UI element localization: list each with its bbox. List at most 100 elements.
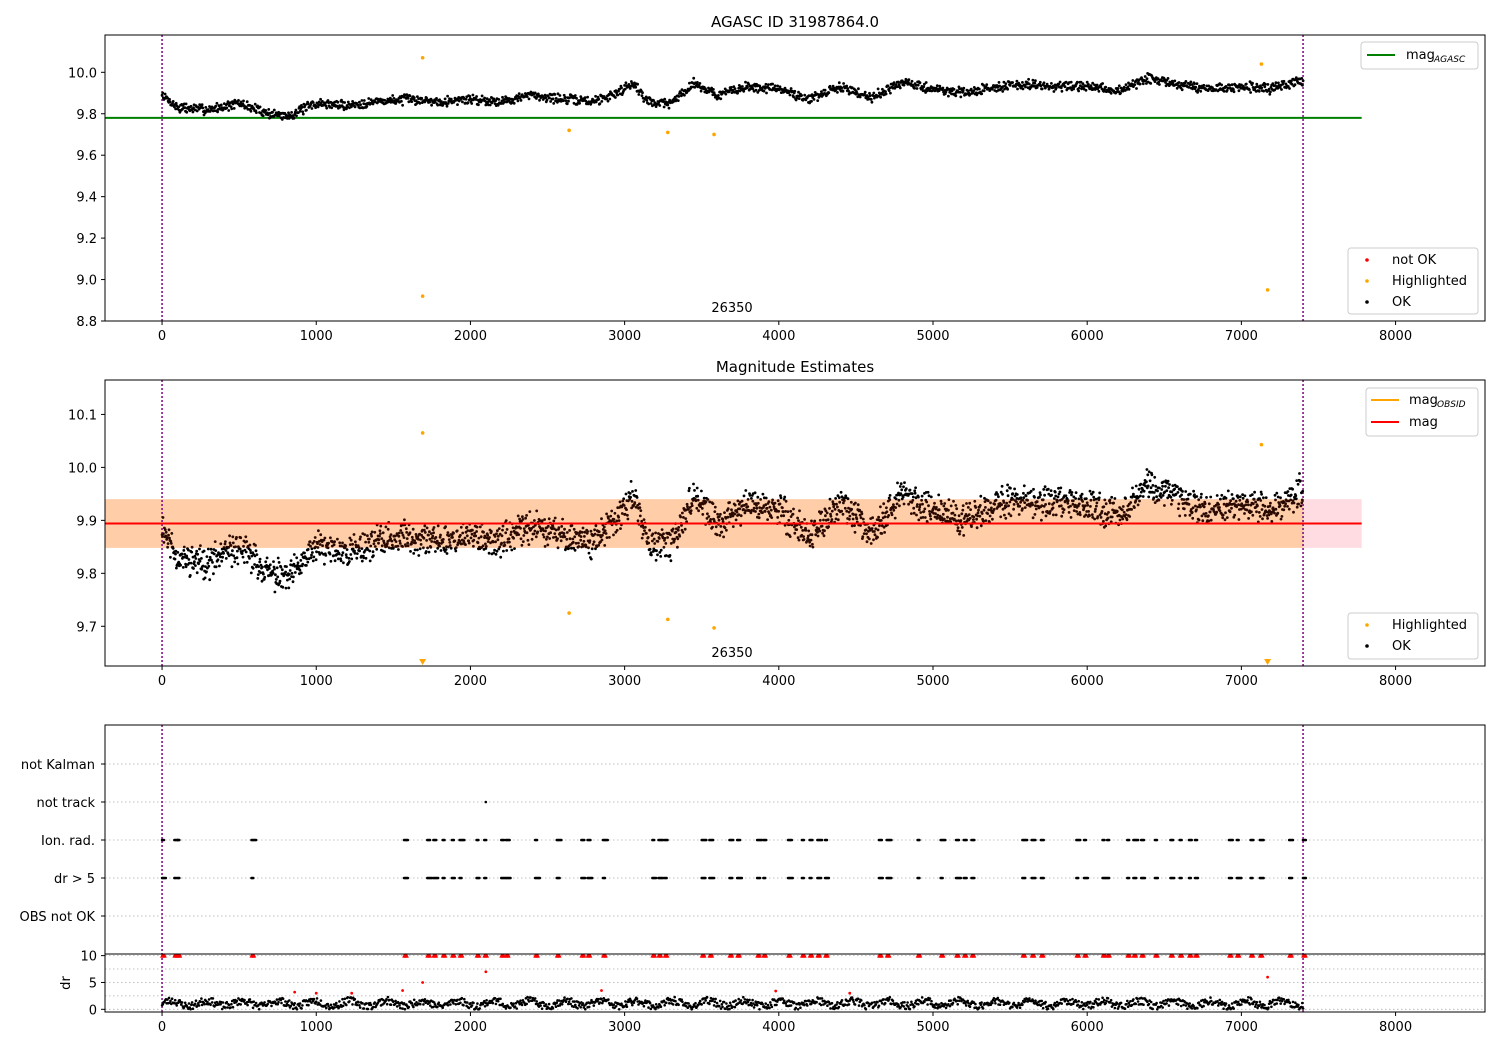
ok-point <box>1229 499 1232 503</box>
ok-point <box>1033 81 1037 85</box>
ok-point <box>1192 489 1195 493</box>
ok-point <box>696 494 700 498</box>
ok-point <box>435 97 438 100</box>
ok-point <box>597 543 601 547</box>
ok-point <box>783 495 787 499</box>
ok-point <box>618 500 622 504</box>
ok-point <box>711 502 715 505</box>
ok-point <box>921 516 925 519</box>
ok-point <box>1023 501 1027 504</box>
ok-point <box>1100 510 1104 513</box>
ok-point <box>1288 87 1291 90</box>
ok-point <box>962 517 966 520</box>
ok-point <box>861 535 865 539</box>
ok-point <box>885 506 888 510</box>
ok-point <box>1062 508 1066 511</box>
ok-point <box>1183 514 1187 517</box>
ok-point <box>230 107 234 111</box>
ok-point <box>676 537 680 541</box>
ok-point <box>879 519 883 522</box>
ok-point <box>1174 492 1178 496</box>
legend-marker <box>1365 258 1369 262</box>
flag-point <box>1076 876 1080 880</box>
ok-point <box>935 515 939 519</box>
ok-point <box>336 537 339 541</box>
ok-point <box>348 536 352 540</box>
ok-point <box>573 535 577 539</box>
ok-point <box>619 527 622 530</box>
flag-point <box>460 876 463 880</box>
ok-point <box>714 525 718 529</box>
ok-point <box>919 511 923 514</box>
ok-point <box>189 561 193 565</box>
ok-point <box>752 506 756 510</box>
ok-point <box>982 519 985 523</box>
ok-point <box>966 506 970 509</box>
ok-point <box>984 506 987 509</box>
ok-point <box>831 500 835 504</box>
ok-point <box>1295 479 1299 482</box>
ok-point <box>387 546 391 550</box>
ok-point <box>662 545 666 549</box>
ok-point <box>413 539 416 543</box>
ok-point <box>676 99 680 102</box>
legend-label: Highlighted <box>1392 274 1467 289</box>
ok-point <box>1190 511 1194 514</box>
ok-point <box>464 543 467 546</box>
ok-point <box>1121 517 1125 521</box>
ok-point <box>553 532 557 535</box>
ok-point <box>1078 513 1082 517</box>
ok-point <box>840 495 844 499</box>
ok-point <box>1145 77 1149 81</box>
ok-point <box>475 95 478 98</box>
ok-point <box>884 90 887 94</box>
ok-point <box>982 89 986 93</box>
ok-point <box>754 510 757 513</box>
ok-point <box>1087 510 1090 513</box>
ok-point <box>1276 511 1280 515</box>
ok-point <box>808 544 812 548</box>
ok-point <box>941 512 945 516</box>
ok-point <box>373 545 377 548</box>
ok-point <box>935 506 938 509</box>
ok-point <box>326 546 330 550</box>
ok-point <box>292 562 296 566</box>
flag-point <box>252 876 255 880</box>
ok-point <box>230 553 233 557</box>
ok-point <box>829 514 833 518</box>
ok-point <box>268 563 272 567</box>
ok-point <box>1194 85 1198 89</box>
flag-point <box>918 876 921 880</box>
ok-point <box>764 82 768 86</box>
ok-point <box>1189 80 1193 84</box>
ok-point <box>288 577 292 581</box>
ok-point <box>234 545 238 549</box>
ok-point <box>220 559 224 563</box>
ok-point <box>341 541 344 545</box>
ok-point <box>162 541 166 544</box>
ok-point <box>1134 499 1138 503</box>
ok-point <box>546 543 550 547</box>
ok-point <box>926 490 930 494</box>
ok-point <box>518 517 521 521</box>
ok-point <box>383 550 386 554</box>
ok-point <box>802 538 806 541</box>
ok-point <box>1120 508 1124 512</box>
ok-point <box>573 548 577 552</box>
ok-point <box>750 497 753 500</box>
ok-point <box>200 557 203 560</box>
ok-point <box>898 86 902 90</box>
ok-point <box>652 99 655 102</box>
ok-point <box>776 516 780 519</box>
ok-point <box>1096 515 1100 518</box>
ok-point <box>789 509 793 513</box>
ok-point <box>692 482 695 486</box>
ok-point <box>456 103 459 106</box>
x-tick-label: 6000 <box>1071 329 1104 344</box>
ok-point <box>1255 510 1258 514</box>
ok-point <box>183 552 187 556</box>
ok-point <box>697 509 700 513</box>
highlighted-point <box>712 626 716 630</box>
ok-point <box>943 502 947 505</box>
ok-point <box>168 97 171 101</box>
